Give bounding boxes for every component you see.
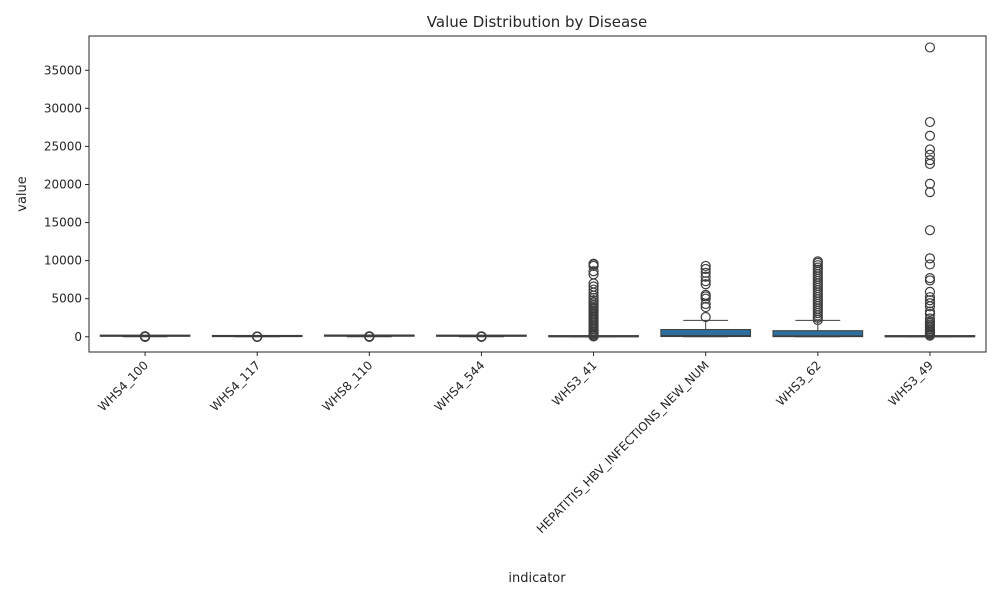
outlier-point [364,331,375,342]
y-tick-label: 15000 [44,216,82,230]
outlier-point [924,298,936,309]
y-axis-label: value [15,176,30,212]
outlier-point [700,267,711,278]
outlier-point [924,149,936,160]
outlier-point [700,260,711,272]
outlier-point [700,276,711,287]
outlier-point [700,271,711,282]
outlier-point [924,155,936,166]
outlier-point [924,273,936,284]
outlier-point [924,186,936,198]
outlier-point [924,295,936,306]
y-tick-label: 25000 [44,139,82,153]
outlier-point [588,281,599,292]
outlier-point [924,316,936,327]
y-tick-label: 20000 [44,177,82,191]
outlier-point [924,130,936,141]
outlier-point [700,279,711,290]
y-tick-label: 35000 [44,63,82,77]
outlier-point [700,301,711,313]
outlier-point [924,42,936,53]
outlier-point [924,292,936,303]
outlier-point [924,178,936,189]
outlier-point [588,258,599,269]
y-tick-label: 30000 [44,101,82,115]
box [660,329,752,338]
plot-frame [88,35,987,353]
x-axis-label: indicator [508,571,566,586]
outlier-point [924,253,936,264]
outlier-point [476,331,487,342]
outlier-point [588,284,599,295]
outlier-point [139,331,151,342]
outlier-point [588,266,599,277]
outlier-point [924,259,936,270]
y-tick-label: 5000 [51,292,82,306]
outlier-point [700,311,711,323]
outlier-point [588,269,599,280]
y-tick-label: 0 [74,330,82,344]
outlier-point [924,144,936,155]
outlier-point [700,263,711,275]
outlier-point [700,289,711,300]
outlier-point [924,286,936,297]
box [772,330,864,338]
chart-title: Value Distribution by Disease [427,13,647,31]
outlier-point [924,116,936,128]
outlier-point [924,313,936,324]
y-tick-label: 10000 [44,254,82,268]
outlier-point [924,306,936,317]
outlier-point [252,331,263,342]
outlier-point [924,225,936,236]
outlier-point [812,256,823,267]
